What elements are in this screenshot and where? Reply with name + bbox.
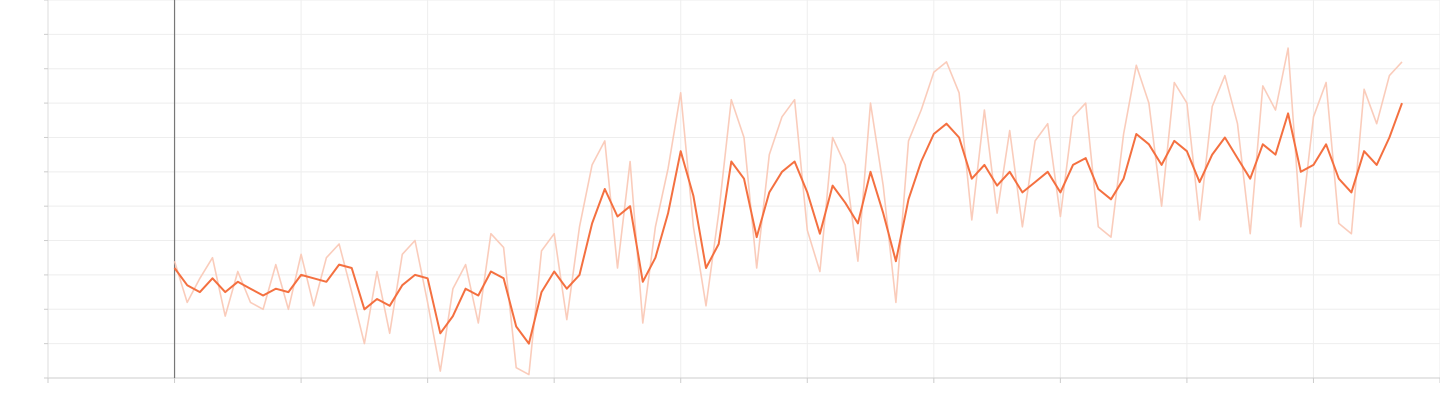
vertical-gridlines <box>47 0 1440 378</box>
smoothed-series-group <box>173 102 1403 345</box>
horizontal-gridlines <box>48 0 1440 379</box>
smoothed-series-line <box>173 102 1403 345</box>
raw-series-line <box>173 47 1403 376</box>
axes <box>44 0 1440 383</box>
raw-series-group <box>173 47 1403 376</box>
